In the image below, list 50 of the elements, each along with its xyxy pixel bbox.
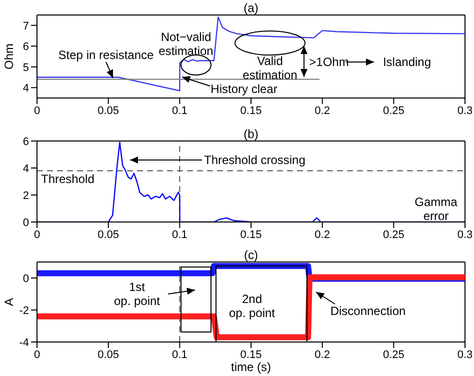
chart-title: (b) xyxy=(244,127,258,141)
y-tick-label: 7 xyxy=(22,20,29,32)
y-tick-label: 6 xyxy=(22,41,29,54)
chart-title: (c) xyxy=(244,248,258,262)
x-tick-label: 0.25 xyxy=(382,228,404,241)
y-tick-label: -4 xyxy=(19,336,29,349)
annotation: Not−valid estimation xyxy=(158,30,214,58)
x-tick-label: 0 xyxy=(34,104,40,117)
y-axis-title: Ohm xyxy=(2,43,16,70)
x-tick-label: 0.2 xyxy=(314,104,330,117)
x-axis-title: time (s) xyxy=(231,360,271,374)
x-tick-label: 0.05 xyxy=(98,104,120,117)
y-tick-label: 4 xyxy=(22,82,29,95)
y-tick-label: 5 xyxy=(22,62,29,74)
x-tick-label: 0 xyxy=(34,228,40,241)
chart-title: (a) xyxy=(244,1,258,15)
y-tick-label: 6 xyxy=(22,136,29,148)
annotation: Step in resistance xyxy=(58,48,154,62)
annotation: Threshold crossing xyxy=(204,153,306,167)
y-tick-label: 2 xyxy=(22,190,29,202)
x-tick-label: 0.1 xyxy=(172,348,188,361)
annotation: History clear xyxy=(210,82,278,96)
x-tick-label: 0 xyxy=(34,348,40,361)
annotation: Islanding xyxy=(382,55,432,69)
y-tick-label: -2 xyxy=(19,304,29,317)
x-tick-label: 0.3 xyxy=(457,348,473,361)
x-tick-label: 0.2 xyxy=(314,348,330,361)
annotation: >1Ohm xyxy=(309,55,349,69)
x-tick-label: 0.25 xyxy=(382,104,404,117)
annotation: 2nd op. point xyxy=(228,292,276,320)
x-tick-label: 0.25 xyxy=(382,348,404,361)
annotation: Disconnection xyxy=(330,304,406,318)
x-tick-label: 0.05 xyxy=(98,228,120,241)
ref-line-label: Threshold xyxy=(41,172,94,186)
annotation: Gamma error xyxy=(414,195,458,223)
x-tick-label: 0.1 xyxy=(172,228,188,241)
x-tick-label: 0.3 xyxy=(457,228,473,241)
x-tick-label: 0.15 xyxy=(240,104,262,117)
x-tick-label: 0.1 xyxy=(172,104,188,117)
annotation: Valid estimation xyxy=(242,54,298,82)
x-tick-label: 0.15 xyxy=(240,348,262,361)
y-tick-label: 0 xyxy=(22,216,29,229)
x-tick-label: 0.15 xyxy=(240,228,262,241)
y-axis-title: A xyxy=(2,298,16,306)
y-tick-label: 4 xyxy=(22,162,29,175)
x-tick-label: 0.3 xyxy=(457,104,473,117)
annotation: 1st op. point xyxy=(114,280,161,308)
x-tick-label: 0.2 xyxy=(314,228,330,241)
y-tick-label: 0 xyxy=(22,272,29,285)
x-tick-label: 0.05 xyxy=(98,348,120,361)
